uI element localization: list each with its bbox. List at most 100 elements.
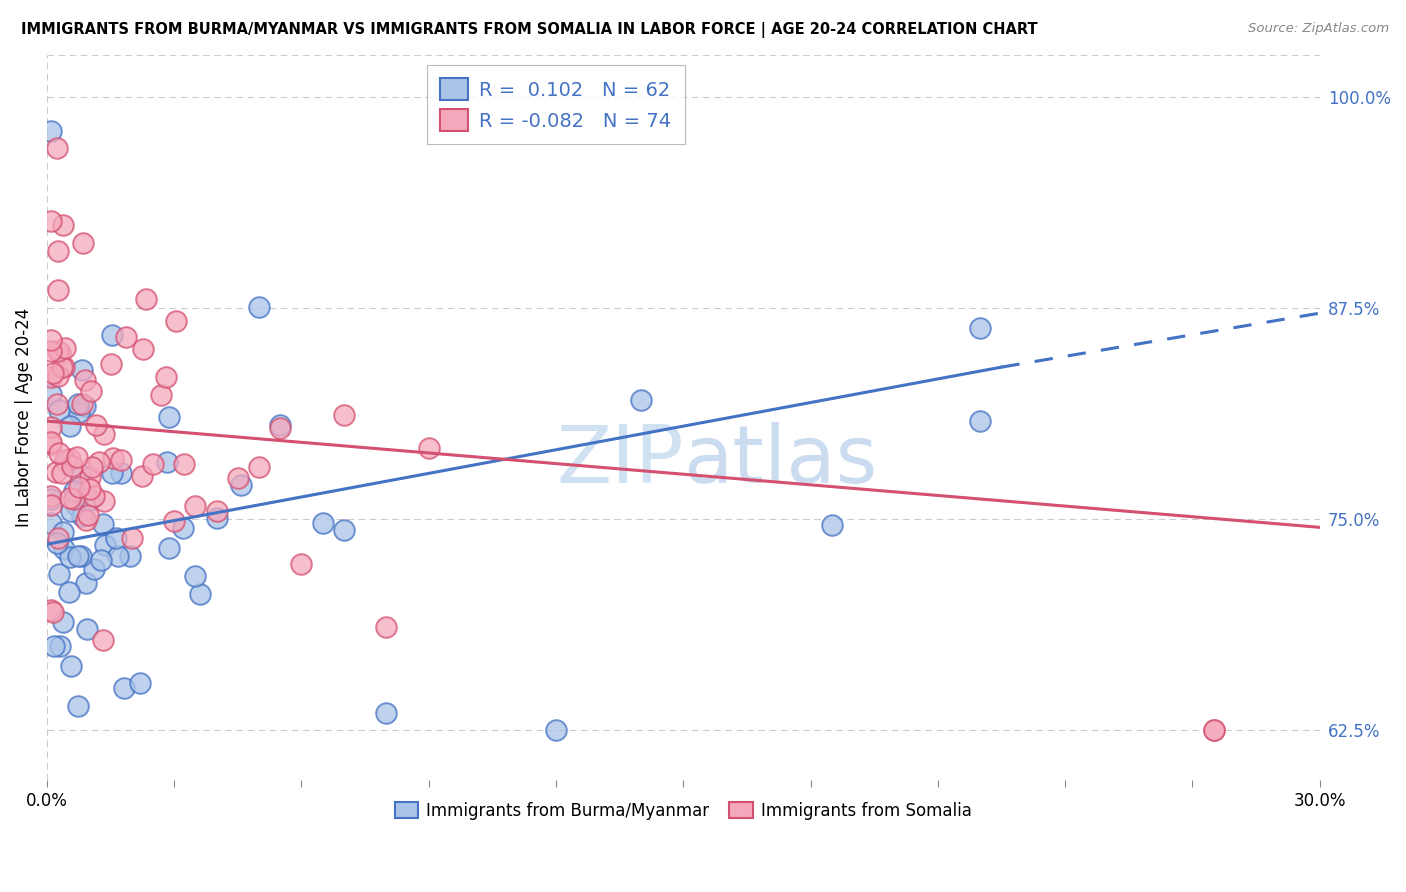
Point <box>79 492 101 507</box>
Point <box>226 470 249 484</box>
Point <box>80 384 103 398</box>
Point <box>544 723 567 737</box>
Point <box>53 453 76 467</box>
Point <box>60 458 83 473</box>
Point <box>39 602 62 616</box>
Point <box>39 492 62 507</box>
Point <box>82 459 104 474</box>
Point <box>49 345 72 359</box>
Point <box>52 360 75 375</box>
Point <box>157 541 180 555</box>
Point <box>39 124 62 138</box>
Point <box>104 531 127 545</box>
Point <box>59 491 82 506</box>
Point <box>60 658 83 673</box>
Point <box>72 363 94 377</box>
Point <box>67 480 90 494</box>
Point <box>73 373 96 387</box>
Point <box>41 605 63 619</box>
Point <box>53 542 76 557</box>
Point <box>188 587 211 601</box>
Point <box>630 392 652 407</box>
Point <box>184 568 207 582</box>
Point <box>69 467 91 481</box>
Point <box>821 518 844 533</box>
Point <box>115 330 138 344</box>
Point <box>72 397 94 411</box>
Point <box>165 313 187 327</box>
Point <box>79 482 101 496</box>
Point <box>290 558 312 572</box>
Point <box>173 457 195 471</box>
Point <box>46 244 69 258</box>
Point <box>39 387 62 401</box>
Point <box>55 455 77 469</box>
Point <box>184 500 207 514</box>
Point <box>48 446 70 460</box>
Point <box>63 492 86 507</box>
Point <box>42 366 65 380</box>
Point <box>39 489 62 503</box>
Point <box>100 357 122 371</box>
Point <box>39 437 62 451</box>
Point <box>311 516 333 530</box>
Point <box>149 388 172 402</box>
Point <box>333 524 356 538</box>
Point <box>155 370 177 384</box>
Point <box>90 553 112 567</box>
Point <box>66 698 89 713</box>
Point <box>101 328 124 343</box>
Point <box>1202 723 1225 737</box>
Point <box>48 403 70 417</box>
Point <box>128 676 150 690</box>
Text: atlas: atlas <box>683 422 877 500</box>
Point <box>51 467 73 481</box>
Point <box>110 453 132 467</box>
Point <box>52 525 75 540</box>
Point <box>58 585 80 599</box>
Point <box>73 399 96 413</box>
Point <box>39 516 62 530</box>
Point <box>65 498 87 512</box>
Point <box>39 420 62 434</box>
Point <box>39 343 62 358</box>
Point <box>418 441 440 455</box>
Point <box>103 450 125 465</box>
Point <box>46 536 69 550</box>
Y-axis label: In Labor Force | Age 20-24: In Labor Force | Age 20-24 <box>15 308 32 527</box>
Point <box>89 455 111 469</box>
Point <box>39 213 62 227</box>
Point <box>51 360 73 375</box>
Point <box>45 465 67 479</box>
Point <box>79 469 101 483</box>
Point <box>269 417 291 432</box>
Point <box>66 450 89 464</box>
Point <box>44 640 66 654</box>
Point <box>131 469 153 483</box>
Point <box>67 405 90 419</box>
Point <box>93 632 115 647</box>
Point <box>53 341 76 355</box>
Point <box>94 538 117 552</box>
Point <box>46 283 69 297</box>
Point <box>46 397 69 411</box>
Point <box>121 531 143 545</box>
Point <box>49 640 72 654</box>
Point <box>59 419 82 434</box>
Point <box>247 300 270 314</box>
Point <box>52 219 75 233</box>
Point <box>76 508 98 523</box>
Point <box>66 549 89 563</box>
Point <box>75 513 97 527</box>
Point <box>46 531 69 545</box>
Point <box>39 434 62 449</box>
Point <box>131 343 153 357</box>
Point <box>375 706 398 720</box>
Point <box>72 236 94 251</box>
Point <box>46 343 69 358</box>
Text: ZIP: ZIP <box>555 422 683 500</box>
Point <box>39 370 62 384</box>
Point <box>118 549 141 563</box>
Point <box>75 575 97 590</box>
Point <box>63 484 86 499</box>
